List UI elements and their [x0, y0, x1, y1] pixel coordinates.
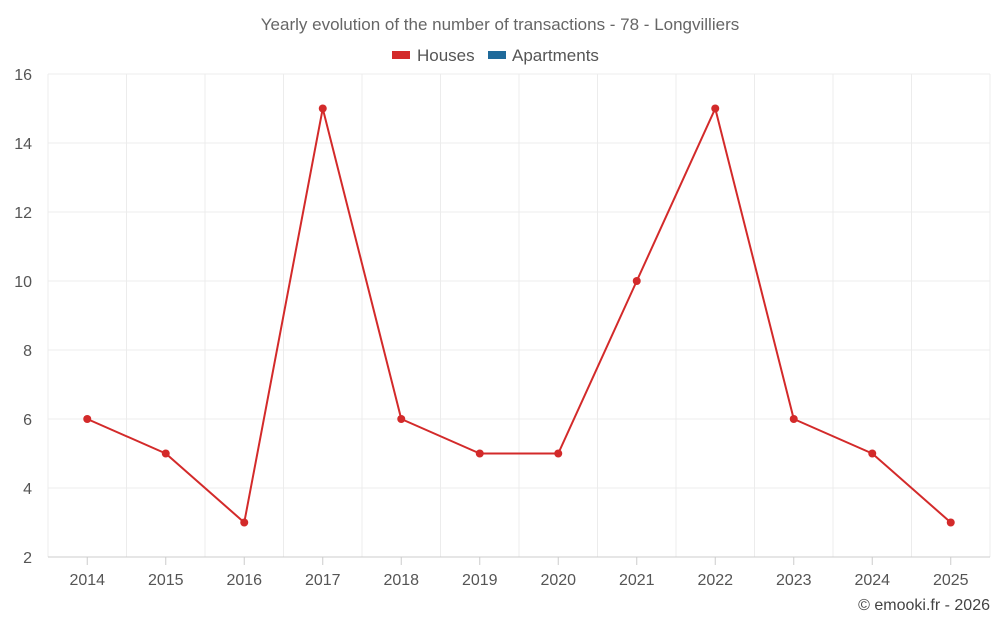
data-point-2023[interactable]	[789, 415, 798, 423]
x-tick-label: 2025	[933, 572, 969, 589]
series-line-houses	[86, 107, 952, 524]
x-tick-label: 2018	[383, 572, 419, 589]
data-point-2024[interactable]	[868, 449, 877, 458]
y-tick-label: 4	[23, 481, 32, 498]
x-tick-label: 2024	[854, 572, 890, 589]
y-tick-label: 2	[23, 550, 32, 567]
y-tick-label: 16	[14, 67, 32, 84]
legend: Houses Apartments	[392, 46, 599, 65]
y-tick-label: 8	[23, 343, 32, 360]
series-houses	[83, 104, 955, 527]
y-tick-label: 14	[14, 136, 32, 153]
y-tick-label: 12	[14, 205, 32, 222]
legend-label-apartments[interactable]: Apartments	[512, 46, 599, 65]
data-point-2015[interactable]	[161, 449, 170, 458]
legend-swatch-houses	[392, 51, 410, 59]
x-tick-label: 2023	[776, 572, 812, 589]
legend-label-houses[interactable]: Houses	[417, 46, 475, 65]
data-point-2022[interactable]	[711, 104, 720, 113]
x-tick-label: 2020	[540, 572, 576, 589]
x-tick-label: 2015	[148, 572, 184, 589]
legend-swatch-apartments	[488, 51, 506, 59]
data-point-2016[interactable]	[240, 518, 249, 527]
x-tick-label: 2014	[69, 572, 105, 589]
data-point-2018[interactable]	[397, 415, 406, 423]
data-point-2014[interactable]	[83, 415, 92, 423]
x-tick-label: 2021	[619, 572, 655, 589]
grid	[47, 73, 991, 557]
data-point-2017[interactable]	[318, 104, 327, 113]
x-tick-label: 2016	[226, 572, 262, 589]
credit-text: © emooki.fr - 2026	[858, 597, 990, 614]
x-tick-label: 2019	[462, 572, 498, 589]
x-tick-label: 2017	[305, 572, 341, 589]
data-point-2025[interactable]	[946, 518, 955, 527]
x-tick-label: 2022	[697, 572, 733, 589]
y-tick-label: 10	[14, 274, 32, 291]
data-point-2019[interactable]	[475, 449, 484, 458]
chart-title: Yearly evolution of the number of transa…	[261, 15, 739, 34]
y-tick-label: 6	[23, 412, 32, 429]
axes: 2 4 6 8 10 12 14 16 2014 2015 2016 2017 2018 2019 2020…	[14, 67, 990, 589]
data-point-2021[interactable]	[632, 277, 641, 285]
data-point-2020[interactable]	[554, 449, 563, 458]
